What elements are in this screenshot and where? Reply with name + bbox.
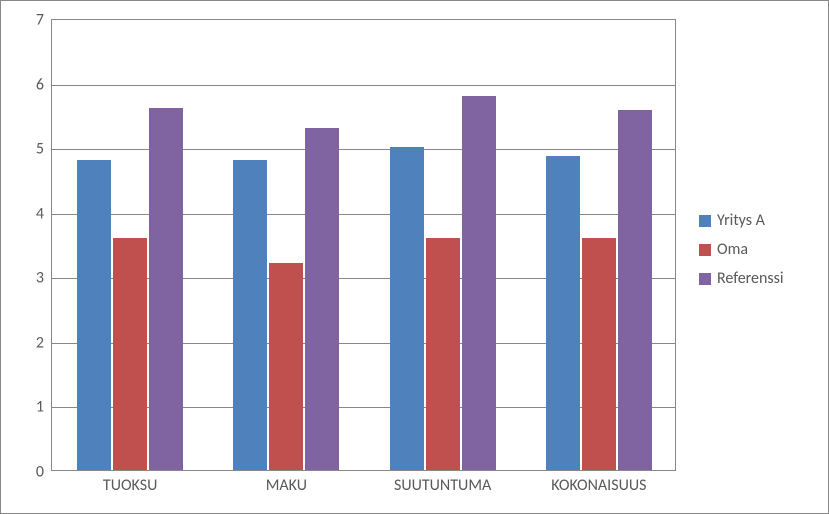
- legend-label: Referenssi: [717, 269, 784, 288]
- legend-swatch: [699, 244, 711, 256]
- legend-item: Referenssi: [699, 269, 784, 288]
- bar: [462, 96, 496, 471]
- legend-item: Oma: [699, 240, 784, 259]
- legend-item: Yritys A: [699, 211, 784, 230]
- bar: [77, 160, 111, 470]
- x-tick-label: SUUTUNTUMA: [394, 470, 491, 495]
- bar: [426, 238, 460, 470]
- bar: [618, 110, 652, 470]
- gridline: [52, 85, 675, 86]
- legend-label: Oma: [717, 240, 748, 259]
- bar: [305, 128, 339, 470]
- y-tick-label: 1: [36, 398, 52, 417]
- y-tick-label: 5: [36, 140, 52, 159]
- legend-swatch: [699, 215, 711, 227]
- bar: [582, 238, 616, 470]
- bar: [546, 156, 580, 470]
- y-tick-label: 7: [36, 11, 52, 30]
- gridline: [52, 214, 675, 215]
- bar: [149, 108, 183, 470]
- gridline: [52, 149, 675, 150]
- bar: [390, 147, 424, 470]
- y-tick-label: 3: [36, 269, 52, 288]
- chart-container: 01234567TUOKSUMAKUSUUTUNTUMAKOKONAISUUS …: [0, 0, 829, 514]
- bar: [269, 263, 303, 470]
- legend-label: Yritys A: [717, 211, 765, 230]
- bar: [113, 238, 147, 470]
- bar: [233, 160, 267, 470]
- plot-area: 01234567TUOKSUMAKUSUUTUNTUMAKOKONAISUUS: [51, 19, 676, 471]
- y-tick-label: 4: [36, 204, 52, 223]
- y-tick-label: 2: [36, 333, 52, 352]
- legend: Yritys A Oma Referenssi: [699, 201, 784, 298]
- x-tick-label: KOKONAISUUS: [551, 470, 646, 495]
- x-tick-label: MAKU: [266, 470, 307, 495]
- legend-swatch: [699, 273, 711, 285]
- y-tick-label: 0: [36, 463, 52, 482]
- x-tick-label: TUOKSU: [103, 470, 157, 495]
- y-tick-label: 6: [36, 75, 52, 94]
